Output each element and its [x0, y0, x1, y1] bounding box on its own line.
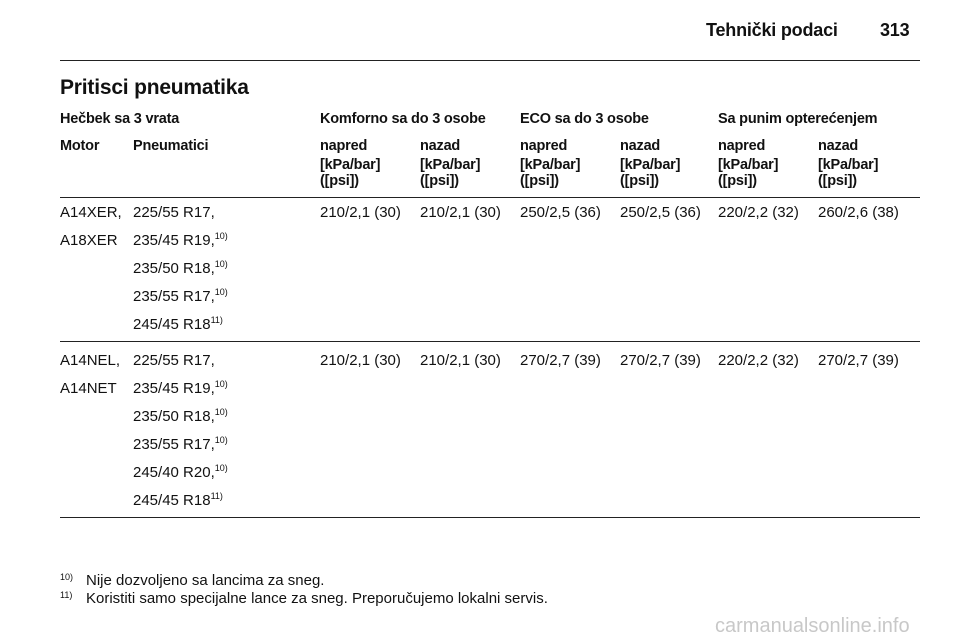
- unit-label: [kPa/bar]: [320, 157, 381, 173]
- column-header: Pneumatici: [133, 138, 209, 154]
- tire: 235/45 R19,10): [133, 232, 228, 250]
- footnote-ref: 10): [214, 463, 228, 473]
- footnote: Nije dozvoljeno sa lancima za sneg.: [86, 572, 325, 589]
- pressure-value: 270/2,7 (39): [620, 352, 701, 369]
- unit-label: [kPa/bar]: [818, 157, 879, 173]
- page-number: 313: [880, 20, 910, 40]
- footnote-ref: 10): [214, 231, 228, 241]
- footnote-mark: 10): [60, 572, 74, 582]
- unit-label: ([psi]): [520, 173, 559, 189]
- section-title: Tehnički podaci: [706, 20, 838, 40]
- unit-label: ([psi]): [320, 173, 359, 189]
- unit-label: [kPa/bar]: [620, 157, 681, 173]
- column-header: napred: [320, 138, 368, 154]
- table-rule: [60, 341, 920, 342]
- tire: 225/55 R17,: [133, 204, 215, 222]
- pressure-value: 250/2,5 (36): [520, 204, 601, 221]
- tire: 245/45 R1811): [133, 492, 223, 510]
- unit-label: ([psi]): [620, 173, 659, 189]
- header-rule: [60, 60, 920, 61]
- tire-size: 235/55 R17,: [133, 436, 215, 453]
- tire-size: 225/55 R17,: [133, 352, 215, 369]
- column-header: nazad: [420, 138, 461, 154]
- group-header: Komforno sa do 3 osobe: [320, 111, 486, 127]
- tire-size: 235/50 R18,: [133, 260, 215, 277]
- pressure-value: 220/2,2 (32): [718, 204, 799, 221]
- tire-size: 235/45 R19,: [133, 380, 215, 397]
- group-header: ECO sa do 3 osobe: [520, 111, 649, 127]
- motor: A14NEL,: [60, 352, 121, 369]
- motor: A18XER: [60, 232, 118, 249]
- footnote-ref: 10): [214, 379, 228, 389]
- column-header: napred: [520, 138, 568, 154]
- table-rule: [60, 517, 920, 518]
- tire-size: 235/45 R19,: [133, 232, 215, 249]
- pressure-value: 220/2,2 (32): [718, 352, 799, 369]
- column-header: nazad: [620, 138, 661, 154]
- motor: A14NET: [60, 380, 117, 397]
- group-header: Sa punim opterećenjem: [718, 111, 878, 127]
- tire-size: 245/45 R18: [133, 492, 211, 509]
- tire: 245/40 R20,10): [133, 464, 228, 482]
- column-header: nazad: [818, 138, 859, 154]
- pressure-value: 210/2,1 (30): [420, 204, 501, 221]
- tire-size: 245/45 R18: [133, 316, 211, 333]
- footnote-ref: 10): [214, 259, 228, 269]
- pressure-value: 270/2,7 (39): [520, 352, 601, 369]
- table-rule: [60, 197, 920, 198]
- page-heading: Pritisci pneumatika: [60, 76, 249, 99]
- pressure-value: 210/2,1 (30): [320, 204, 401, 221]
- unit-label: [kPa/bar]: [420, 157, 481, 173]
- tire: 235/55 R17,10): [133, 288, 228, 306]
- footnote-ref: 10): [214, 435, 228, 445]
- tire: 235/55 R17,10): [133, 436, 228, 454]
- column-header: Motor: [60, 138, 100, 154]
- tire: 235/50 R18,10): [133, 260, 228, 278]
- footnote-mark: 11): [60, 590, 73, 600]
- pressure-value: 270/2,7 (39): [818, 352, 899, 369]
- pressure-value: 210/2,1 (30): [320, 352, 401, 369]
- tire-size: 235/55 R17,: [133, 288, 215, 305]
- pressure-value: 210/2,1 (30): [420, 352, 501, 369]
- tire: 235/45 R19,10): [133, 380, 228, 398]
- footnote-ref: 10): [214, 287, 228, 297]
- tire: 235/50 R18,10): [133, 408, 228, 426]
- tire-size: 245/40 R20,: [133, 464, 215, 481]
- tire-size: 225/55 R17,: [133, 204, 215, 221]
- footnote-ref: 11): [210, 315, 223, 325]
- unit-label: ([psi]): [420, 173, 459, 189]
- unit-label: ([psi]): [818, 173, 857, 189]
- unit-label: [kPa/bar]: [520, 157, 581, 173]
- pressure-value: 250/2,5 (36): [620, 204, 701, 221]
- footnote-ref: 11): [210, 491, 223, 501]
- watermark: carmanualsonline.info: [715, 615, 910, 637]
- footnote-ref: 10): [214, 407, 228, 417]
- tire-size: 235/50 R18,: [133, 408, 215, 425]
- footnote: Koristiti samo specijalne lance za sneg.…: [86, 590, 548, 607]
- group-label: Hečbek sa 3 vrata: [60, 111, 180, 127]
- motor: A14XER,: [60, 204, 122, 221]
- tire: 245/45 R1811): [133, 316, 223, 334]
- tire: 225/55 R17,: [133, 352, 215, 370]
- unit-label: [kPa/bar]: [718, 157, 779, 173]
- unit-label: ([psi]): [718, 173, 757, 189]
- column-header: napred: [718, 138, 766, 154]
- pressure-value: 260/2,6 (38): [818, 204, 899, 221]
